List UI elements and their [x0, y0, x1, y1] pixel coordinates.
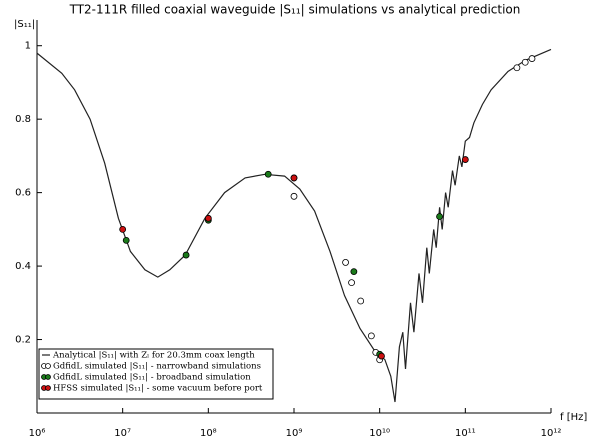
data-point [342, 259, 349, 266]
data-point [350, 268, 358, 275]
x-tick-label: 10¹⁰ [369, 428, 390, 439]
legend-label: HFSS simulated |S₁₁| - some vacuum befor… [53, 384, 263, 394]
data-point [513, 64, 521, 72]
y-tick-label: 0.4 [15, 261, 31, 272]
data-point [348, 279, 355, 287]
legend-swatch [45, 374, 51, 380]
legend-label: Analytical |S₁₁| with Zₗ for 20.3mm coax… [52, 351, 255, 361]
x-tick-label: 10⁶ [29, 428, 46, 439]
legend-box [38, 348, 274, 400]
legend-label: GdfidL simulated |S₁₁| - broadband simul… [53, 373, 251, 383]
y-tick-label: 0.2 [15, 335, 31, 346]
x-tick-label: 10⁸ [200, 428, 217, 439]
x-tick-label: 10¹² [541, 428, 562, 439]
y-tick-label: 0.6 [15, 188, 31, 199]
legend-label: GdfidL simulated |S₁₁| - narrowband simu… [53, 362, 261, 372]
x-tick-label: 10¹¹ [455, 428, 476, 439]
x-tick-label: 10⁹ [286, 428, 303, 439]
chart-title: TT2-111R filled coaxial waveguide |S₁₁| … [69, 3, 521, 17]
data-point [528, 55, 536, 62]
data-point [521, 58, 529, 66]
legend-swatch [45, 385, 51, 391]
data-point [378, 352, 385, 360]
data-point [264, 170, 272, 178]
analytical-line [36, 48, 552, 403]
data-point [119, 225, 127, 233]
data-point [204, 214, 212, 222]
x-axis-label: f [Hz] [560, 412, 587, 423]
data-point [367, 332, 375, 340]
y-tick-label: 0.8 [15, 114, 31, 125]
data-point [290, 192, 298, 200]
y-tick-label: 1 [25, 41, 31, 52]
data-point [357, 297, 365, 305]
y-axis-label: |S₁₁| [14, 19, 35, 30]
x-tick-label: 10⁷ [114, 428, 131, 439]
data-point [436, 213, 443, 220]
data-point [182, 251, 190, 259]
legend-swatch [45, 363, 51, 369]
data-point [290, 174, 298, 182]
data-point [461, 156, 469, 163]
data-point [122, 236, 130, 244]
